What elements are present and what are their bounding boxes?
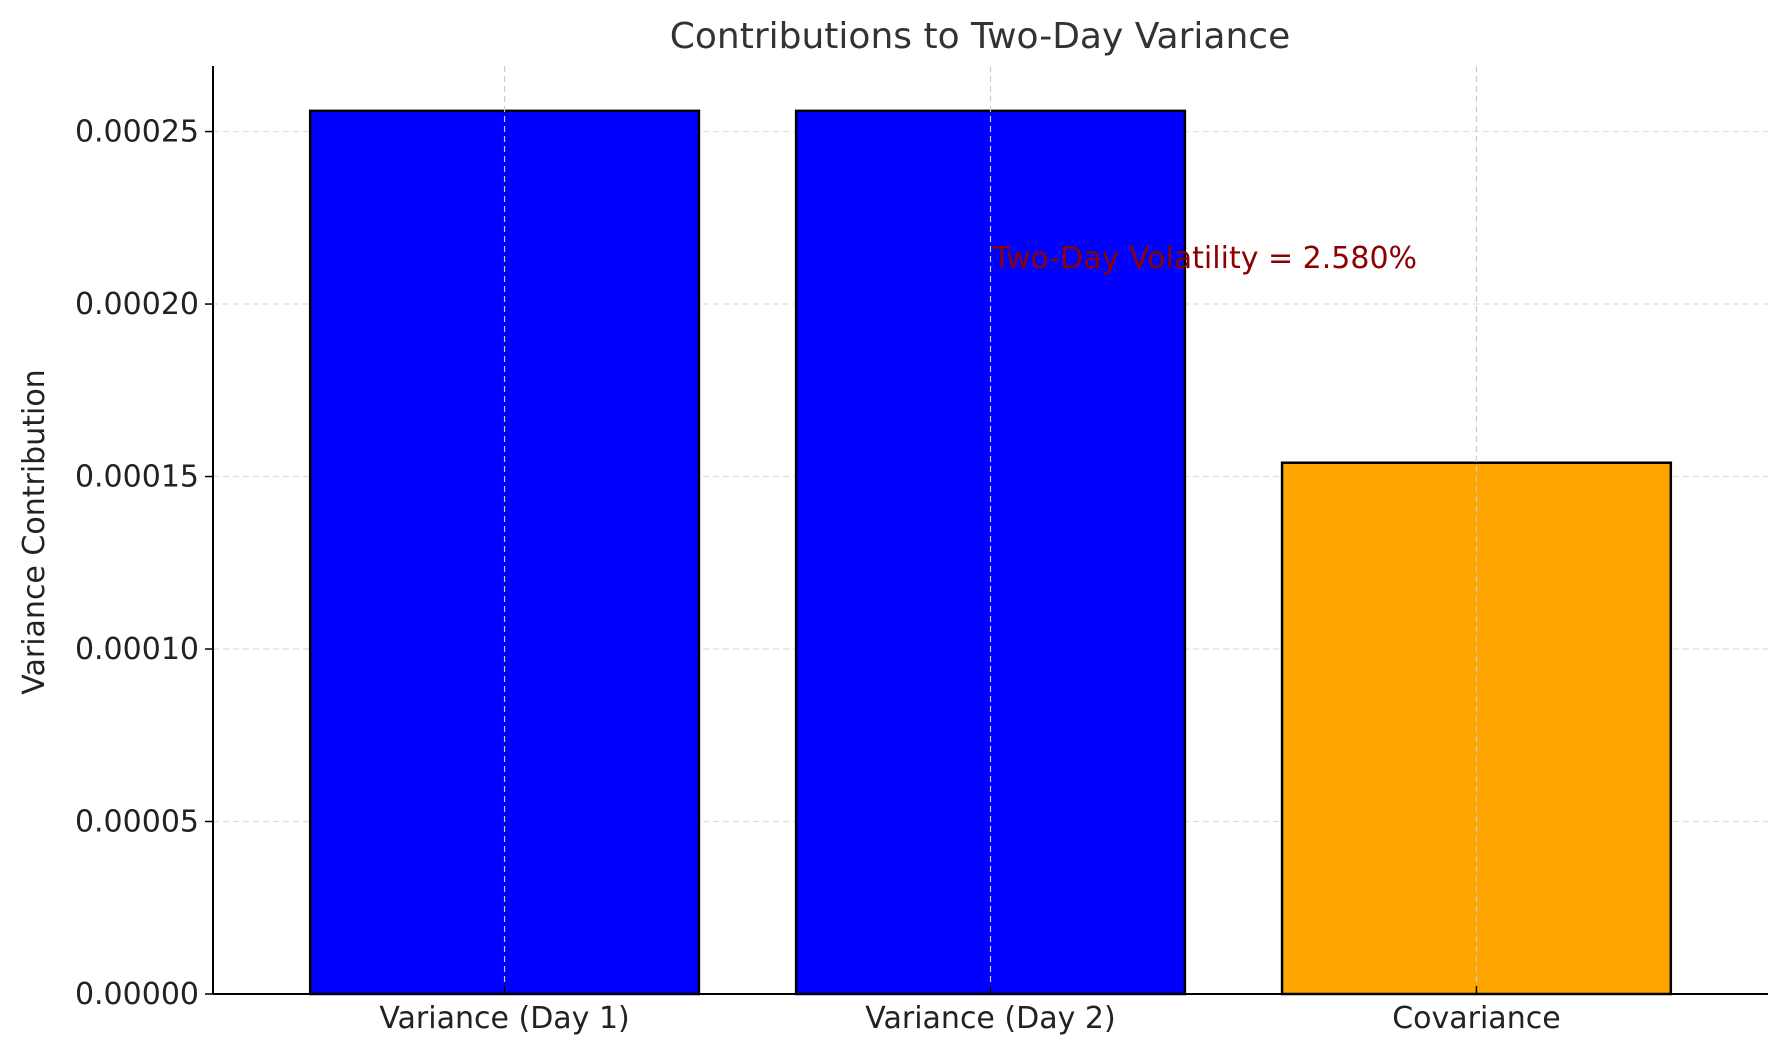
y-tick-label: 0.00010: [75, 632, 199, 667]
y-tick-label: 0.00020: [75, 287, 199, 322]
y-tick-label: 0.00005: [75, 805, 199, 840]
ticks-layer: 0.00000 0.00005 0.00010 0.00015 0.00020 0.000…: [75, 115, 1561, 1036]
x-tick-label: Variance (Day 1): [379, 1001, 629, 1036]
y-tick-label: 0.00015: [75, 460, 199, 495]
x-tick-label: Variance (Day 2): [865, 1001, 1115, 1036]
y-axis-label: Variance Contribution: [17, 369, 52, 694]
vertical-grid-layer: [503, 66, 1478, 994]
x-tick-label: Covariance: [1392, 1001, 1560, 1036]
chart-title: Contributions to Two-Day Variance: [670, 16, 1291, 57]
y-tick-label: 0.00025: [75, 115, 199, 150]
volatility-annotation: Two-Day Volatility = 2.580%: [992, 241, 1418, 276]
y-tick-label: 0.00000: [75, 977, 199, 1012]
